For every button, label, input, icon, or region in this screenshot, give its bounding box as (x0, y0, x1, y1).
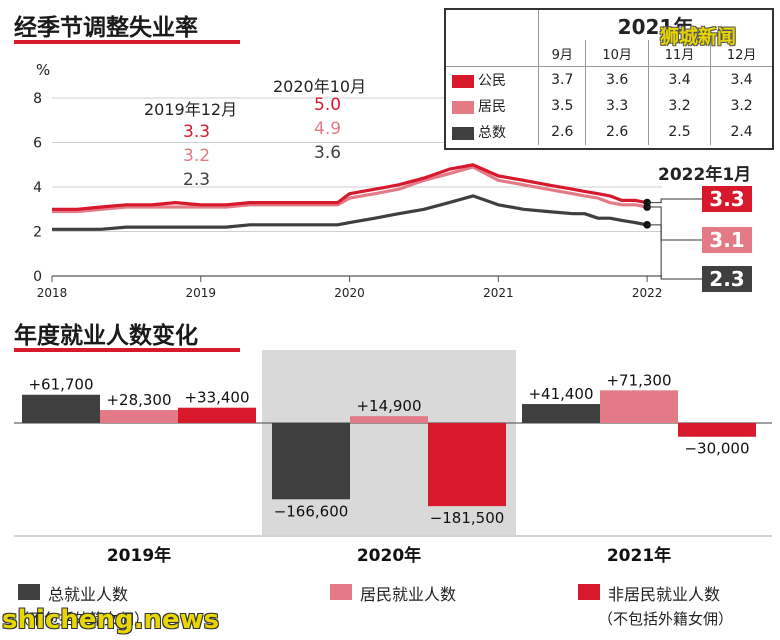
bar-value-label: −30,000 (684, 440, 749, 458)
annotation-jan2022-label: 2022年1月 (658, 165, 752, 185)
category-label: 2021年 (607, 545, 671, 566)
line-chart-title-underline (14, 40, 240, 44)
resident-swatch (452, 100, 474, 114)
inset-table-cell: 2.4 (710, 119, 772, 145)
inset-table-cell: 2.6 (537, 119, 586, 145)
line-chart-series (52, 163, 648, 231)
inset-table-cell: 3.7 (537, 66, 586, 93)
unemployment-line-chart: 0 2 4 6 8 2018 2019 2020 2021 2022 % (33, 61, 702, 300)
line-chart-title: 经季节调整失业率 (14, 15, 198, 41)
inset-table-grid: 2021年 9月 10月 11月 12月 公民 3.7 3.6 3.4 3.4 … (446, 10, 772, 145)
inset-table-row-resident: 居民 3.5 3.3 3.2 3.2 (446, 93, 772, 119)
y-tick-label: 4 (33, 180, 42, 196)
annotation-jan2022-resident: 3.1 (702, 227, 752, 253)
inset-table-cell: 3.3 (585, 93, 649, 119)
end-connector (647, 198, 702, 204)
inset-row-label: 公民 (478, 73, 506, 89)
citizen-swatch (452, 74, 474, 88)
employment-bar-chart: 2019年 +61,700 +28,300 +33,400 2020年 −166,600 +… (14, 350, 772, 566)
inset-table-cell: 3.5 (537, 93, 586, 119)
inset-table-month: 12月 (710, 40, 772, 67)
legend-resident-swatch (330, 584, 352, 600)
bar (100, 410, 178, 423)
x-tick-label: 2022 (632, 286, 663, 300)
inset-table-month: 10月 (585, 40, 649, 67)
legend-nonresident-sublabel: （不包括外籍女佣） (598, 610, 734, 628)
annotation-jan2022-total: 2.3 (702, 266, 752, 292)
inset-table-cell: 3.2 (710, 93, 772, 119)
bar-chart-title-underline (14, 348, 240, 352)
inset-table-row-total: 总数 2.6 2.6 2.5 2.4 (446, 119, 772, 145)
bar-chart-labels: 2019年 +61,700 +28,300 +33,400 2020年 −166,600 +… (28, 371, 749, 566)
total-swatch (452, 126, 474, 140)
legend-total-label: 总就业人数 (48, 585, 129, 604)
inset-table-year: 2021年 (538, 10, 772, 40)
annotation-dec2019-label: 2019年12月 (144, 100, 238, 119)
bar (178, 407, 256, 423)
bar (272, 423, 350, 500)
annotation-jan2022-citizen: 3.3 (702, 186, 752, 212)
end-connector (647, 224, 702, 280)
inset-row-label: 居民 (478, 99, 506, 115)
bar (22, 394, 100, 423)
watermark-top: 狮城新闻 (660, 26, 737, 48)
bar (522, 404, 600, 423)
inset-table-month: 11月 (647, 40, 711, 67)
series-line (52, 163, 648, 211)
bar-value-label: +71,300 (606, 371, 671, 389)
bar-value-label: −181,500 (430, 509, 505, 527)
inset-table-cell: 3.2 (647, 93, 711, 119)
category-label: 2020年 (357, 545, 421, 566)
line-chart-axis: 0 2 4 6 8 2018 2019 2020 2021 2022 (33, 91, 662, 300)
series-line (52, 194, 648, 231)
end-connector (647, 206, 702, 241)
bar (678, 423, 756, 437)
x-tick-label: 2018 (37, 286, 68, 300)
inset-row-label: 总数 (478, 125, 506, 141)
y-tick-label: 8 (33, 91, 42, 107)
category-label: 2019年 (107, 545, 171, 566)
annotation-oct2020-label: 2020年10月 (273, 77, 367, 96)
series-line (52, 165, 648, 214)
bar-value-label: +61,700 (28, 376, 93, 394)
bar-value-label: +14,900 (356, 397, 421, 415)
bar-value-label: +28,300 (106, 391, 171, 409)
annotation-oct2020-citizen: 5.0 (314, 95, 342, 115)
inset-table-cell: 2.5 (647, 119, 711, 145)
inset-table-month: 9月 (537, 40, 586, 67)
line-chart-annotations (643, 198, 702, 280)
y-tick-label: 6 (33, 136, 42, 152)
bar-value-label: +33,400 (184, 389, 249, 407)
inset-table-cell: 3.4 (647, 66, 711, 93)
watermark-bottom: shicheng.news (2, 605, 220, 635)
bar (600, 390, 678, 423)
y-tick-label: 2 (33, 225, 42, 241)
bar (428, 423, 506, 507)
annotation-oct2020-total: 3.6 (314, 143, 342, 163)
y-tick-label: 0 (33, 269, 42, 285)
bar-chart-title: 年度就业人数变化 (14, 323, 198, 349)
bar-chart-marks (22, 390, 756, 507)
legend-nonresident-label: 非居民就业人数 (608, 585, 721, 604)
bar-value-label: +41,400 (528, 385, 593, 403)
bar-value-label: −166,600 (274, 502, 349, 520)
inset-table-cell: 2.6 (585, 119, 649, 145)
inset-table-row-citizen: 公民 3.7 3.6 3.4 3.4 (446, 66, 772, 93)
legend-total-sublabel: （不包括外籍女佣） (14, 610, 150, 628)
x-tick-label: 2021 (483, 286, 514, 300)
legend-total-swatch (18, 584, 40, 600)
inset-table-cell: 3.4 (710, 66, 772, 93)
bar (350, 416, 428, 423)
annotation-oct2020-resident: 4.9 (314, 119, 342, 139)
annotation-dec2019-total: 2.3 (183, 170, 211, 190)
legend-resident-label: 居民就业人数 (360, 585, 457, 604)
legend-nonresident-swatch (578, 584, 600, 600)
x-tick-label: 2019 (186, 286, 217, 300)
inset-table-cell: 3.6 (585, 66, 649, 93)
annotation-dec2019-citizen: 3.3 (183, 122, 211, 142)
x-tick-label: 2020 (334, 286, 365, 300)
y-axis-unit-label: % (36, 61, 50, 79)
inset-2021-table: 2021年 9月 10月 11月 12月 公民 3.7 3.6 3.4 3.4 … (444, 8, 774, 150)
annotation-dec2019-resident: 3.2 (183, 146, 211, 166)
